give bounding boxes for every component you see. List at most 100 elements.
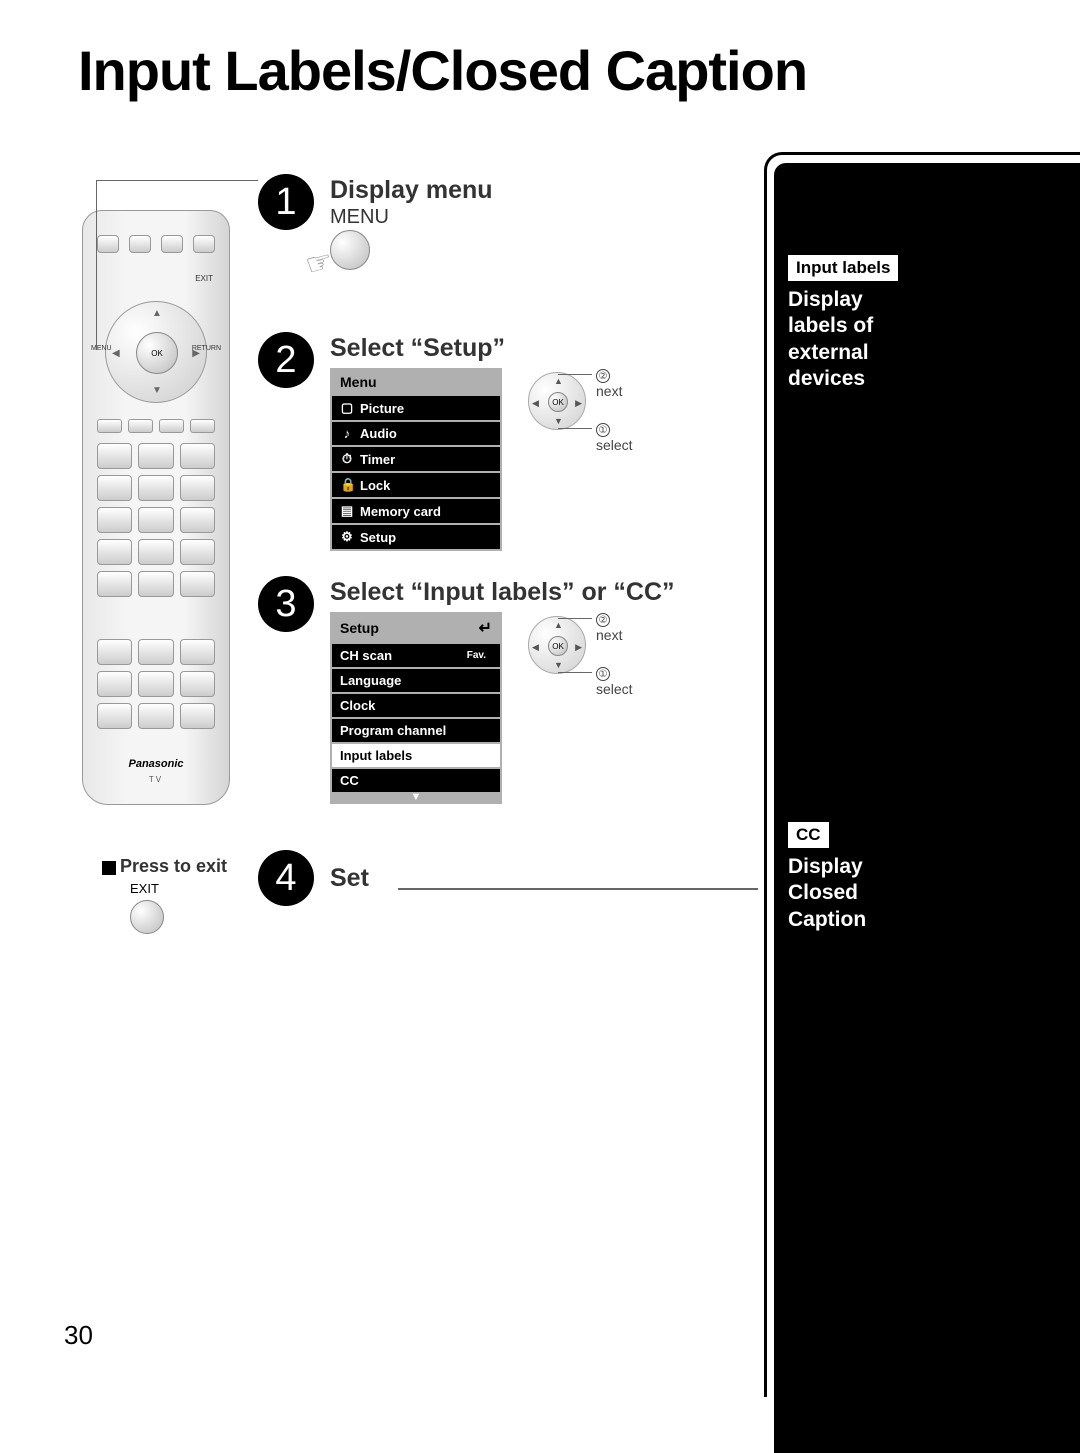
osd-item-label: CC xyxy=(340,773,359,788)
fav-badge: Fav. xyxy=(461,649,492,662)
remote-button xyxy=(138,539,173,565)
cc-chip: CC xyxy=(788,822,829,848)
remote-button xyxy=(97,639,132,665)
audio-icon: ♪ xyxy=(340,426,354,441)
osd-item: ▢ Picture xyxy=(332,394,500,420)
legend-select: ①select xyxy=(596,420,633,453)
remote-button xyxy=(97,571,132,597)
legend-line xyxy=(558,428,592,429)
lead-line xyxy=(96,180,258,181)
remote-color-button xyxy=(159,419,184,433)
remote-ok-button: OK xyxy=(136,332,178,374)
menu-osd: Menu ▢ Picture ♪ Audio ⏱ Timer 🔒 Lock ▤ Memor… xyxy=(330,368,502,551)
nav-pad-icon: ▲▼◀▶ OK xyxy=(528,372,586,430)
remote-button xyxy=(138,671,173,697)
remote-button xyxy=(97,475,132,501)
remote-button xyxy=(138,639,173,665)
osd-item: ▤ Memory card xyxy=(332,497,500,523)
scroll-down-icon: ▼ xyxy=(332,792,500,802)
osd-item: Program channel xyxy=(332,717,500,742)
remote-button xyxy=(180,703,215,729)
osd-item: ⏱ Timer xyxy=(332,445,500,471)
remote-color-button xyxy=(190,419,215,433)
step-title: Select “Input labels” or “CC” xyxy=(330,578,675,607)
menu-button-icon xyxy=(330,230,370,270)
remote-button xyxy=(138,443,173,469)
osd-item-label: Clock xyxy=(340,698,375,713)
memory-card-icon: ▤ xyxy=(340,503,354,519)
osd-item-label: Setup xyxy=(360,530,396,545)
osd-item-label: Audio xyxy=(360,426,397,441)
press-exit-sub: EXIT xyxy=(130,881,227,896)
press-exit-label: Press to exit xyxy=(120,856,227,876)
legend-next: ②next xyxy=(596,366,622,399)
ok-button-icon: OK xyxy=(548,392,568,412)
remote-button xyxy=(138,507,173,533)
remote-power-button xyxy=(97,235,119,253)
remote-button xyxy=(97,443,132,469)
press-to-exit-note: Press to exit EXIT xyxy=(102,856,227,934)
osd-item: ♪ Audio xyxy=(332,420,500,445)
ok-button-icon: OK xyxy=(548,636,568,656)
remote-button xyxy=(180,475,215,501)
nav-pad-icon: ▲▼◀▶ OK xyxy=(528,616,586,674)
step-title: Set xyxy=(330,864,369,893)
input-labels-desc: Display labels of external devices xyxy=(788,287,1060,392)
osd-item: CC xyxy=(332,767,500,792)
step-number: 2 xyxy=(258,332,314,388)
exit-button-icon xyxy=(130,900,164,934)
step-number: 4 xyxy=(258,850,314,906)
remote-color-button xyxy=(97,419,122,433)
remote-button xyxy=(161,235,183,253)
remote-button xyxy=(138,571,173,597)
legend-line xyxy=(558,672,592,673)
remote-button xyxy=(180,507,215,533)
osd-item-label: CH scan xyxy=(340,648,392,663)
remote-brand-label: Panasonic xyxy=(83,758,229,770)
osd-item: CH scan Fav. xyxy=(332,642,500,667)
page-title: Input Labels/Closed Caption xyxy=(78,38,807,103)
osd-item-label: Lock xyxy=(360,478,390,493)
remote-color-button xyxy=(128,419,153,433)
osd-item-label: Memory card xyxy=(360,504,441,519)
remote-button xyxy=(138,703,173,729)
legend-next: ②next xyxy=(596,610,622,643)
osd-item-label: Input labels xyxy=(340,748,412,763)
osd-item: 🔒 Lock xyxy=(332,471,500,497)
remote-return-label: RETURN xyxy=(192,345,221,352)
osd-item-label: Language xyxy=(340,673,401,688)
setup-icon: ⚙ xyxy=(340,529,354,545)
return-icon: ↵ xyxy=(479,618,492,638)
osd-header: Menu xyxy=(332,370,500,394)
osd-header: Setup↵ xyxy=(332,614,500,642)
legend-select: ①select xyxy=(596,664,633,697)
step-number: 1 xyxy=(258,174,314,230)
osd-item-highlighted: Input labels xyxy=(332,742,500,767)
lock-icon: 🔒 xyxy=(340,477,354,493)
legend-line xyxy=(558,374,592,375)
remote-menu-label: MENU xyxy=(91,345,112,352)
lead-line xyxy=(96,180,97,350)
timer-icon: ⏱ xyxy=(340,451,354,467)
remote-button xyxy=(180,571,215,597)
remote-tv-label: TV xyxy=(83,775,229,784)
osd-item-label: Timer xyxy=(360,452,395,467)
osd-item: Clock xyxy=(332,692,500,717)
remote-button xyxy=(180,671,215,697)
picture-icon: ▢ xyxy=(340,400,354,416)
remote-button xyxy=(180,443,215,469)
step-subtitle: MENU xyxy=(330,206,389,229)
page-number: 30 xyxy=(64,1320,93,1351)
remote-button xyxy=(138,475,173,501)
step-title: Select “Setup” xyxy=(330,334,505,363)
step-title: Display menu xyxy=(330,176,493,205)
setup-osd: Setup↵ CH scan Fav. Language Clock Progra… xyxy=(330,612,502,804)
osd-item: Language xyxy=(332,667,500,692)
remote-dpad: ▲▼◀▶ OK xyxy=(105,301,207,403)
remote-button xyxy=(97,703,132,729)
remote-button xyxy=(97,539,132,565)
osd-item-label: Picture xyxy=(360,401,404,416)
cc-desc: Display Closed Caption xyxy=(788,854,1060,933)
sidebar: Input labels Display labels of external … xyxy=(764,152,1080,1397)
remote-illustration: EXIT ▲▼◀▶ OK MENU RETURN Panasonic TV xyxy=(82,210,230,805)
